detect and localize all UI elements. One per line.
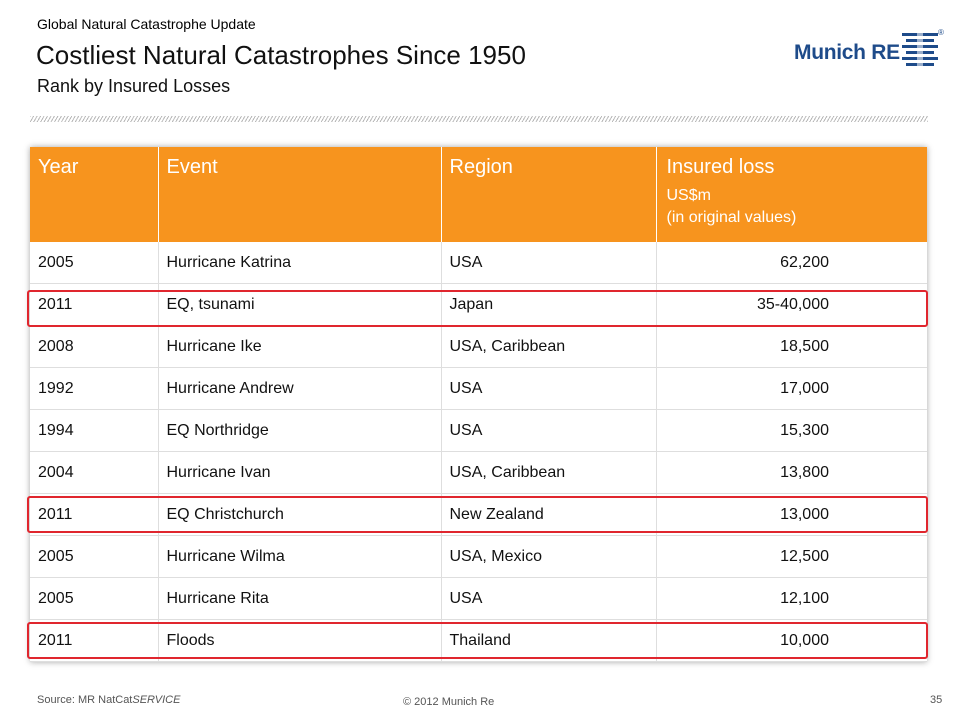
cell-region: Japan [441,283,657,326]
cell-insured-loss: 18,500 [656,325,927,368]
table-row: 2008 Hurricane Ike USA, Caribbean 18,500 [30,325,927,368]
table-row: 2005 Hurricane Rita USA 12,100 [30,577,927,620]
table-row: 2005 Hurricane Wilma USA, Mexico 12,500 [30,535,927,578]
cell-year: 1992 [30,367,159,410]
header-insured-loss-unit: US$m (in original values) [666,187,797,226]
cell-event: Floods [158,619,442,662]
table-row: 2011 EQ, tsunami Japan 35-40,000 [30,283,927,326]
cell-insured-loss: 62,200 [656,242,927,284]
cell-insured-loss: 13,800 [656,451,927,494]
table-header-row: Year Event Region Insured loss US$m (in … [30,147,927,242]
cell-year: 2004 [30,451,159,494]
table-row: 2011 Floods Thailand 10,000 [30,619,927,662]
cell-region: USA, Mexico [441,535,657,578]
cell-region: USA [441,367,657,410]
cell-year: 1994 [30,409,159,452]
cell-region: Thailand [441,619,657,662]
cell-insured-loss: 15,300 [656,409,927,452]
cell-year: 2011 [30,619,159,662]
table-row: 2005 Hurricane Katrina USA 62,200 [30,242,927,284]
slide-subtitle: Rank by Insured Losses [37,76,231,96]
table-row: 2011 EQ Christchurch New Zealand 13,000 [30,493,927,536]
cell-insured-loss: 12,100 [656,577,927,620]
copyright-note: © 2012 Munich Re [403,696,495,708]
cell-event: Hurricane Wilma [158,535,442,578]
cell-year: 2005 [30,242,159,284]
source-note: Source: MR NatCatSERVICE [37,694,181,706]
cell-event: Hurricane Ivan [158,451,442,494]
cell-year: 2011 [30,283,159,326]
cell-event: Hurricane Andrew [158,367,442,410]
cell-insured-loss: 17,000 [656,367,927,410]
table-row: 2004 Hurricane Ivan USA, Caribbean 13,80… [30,451,927,494]
cell-year: 2011 [30,493,159,536]
cell-region: USA [441,409,657,452]
cell-year: 2005 [30,577,159,620]
cell-event: Hurricane Katrina [158,242,442,284]
title-divider [30,116,928,122]
registered-mark: ® [938,28,944,37]
page-number: 35 [930,694,943,706]
catastrophe-table: Year Event Region Insured loss US$m (in … [30,147,927,662]
cell-region: USA, Caribbean [441,451,657,494]
cell-event: EQ Northridge [158,409,442,452]
cell-event: Hurricane Ike [158,325,442,368]
header-year: Year [30,147,159,242]
header-insured-loss: Insured loss US$m (in original values) [656,147,927,242]
header-region: Region [441,147,657,242]
cell-region: USA [441,577,657,620]
cell-insured-loss: 12,500 [656,535,927,578]
logo-text: Munich RE [794,41,900,64]
cell-event: EQ Christchurch [158,493,442,536]
cell-region: New Zealand [441,493,657,536]
cell-region: USA [441,242,657,284]
header-event: Event [158,147,442,242]
munich-re-logo: Munich RE ® [794,28,944,70]
cell-year: 2008 [30,325,159,368]
table-row: 1992 Hurricane Andrew USA 17,000 [30,367,927,410]
munich-re-logo-mark-icon [902,30,938,70]
slide-kicker: Global Natural Catastrophe Update [37,16,256,32]
cell-insured-loss: 10,000 [656,619,927,662]
cell-insured-loss: 13,000 [656,493,927,536]
table-row: 1994 EQ Northridge USA 15,300 [30,409,927,452]
cell-year: 2005 [30,535,159,578]
cell-insured-loss: 35-40,000 [656,283,927,326]
cell-region: USA, Caribbean [441,325,657,368]
slide-title: Costliest Natural Catastrophes Since 195… [36,40,526,70]
header-insured-loss-label: Insured loss [666,156,775,178]
cell-event: Hurricane Rita [158,577,442,620]
cell-event: EQ, tsunami [158,283,442,326]
